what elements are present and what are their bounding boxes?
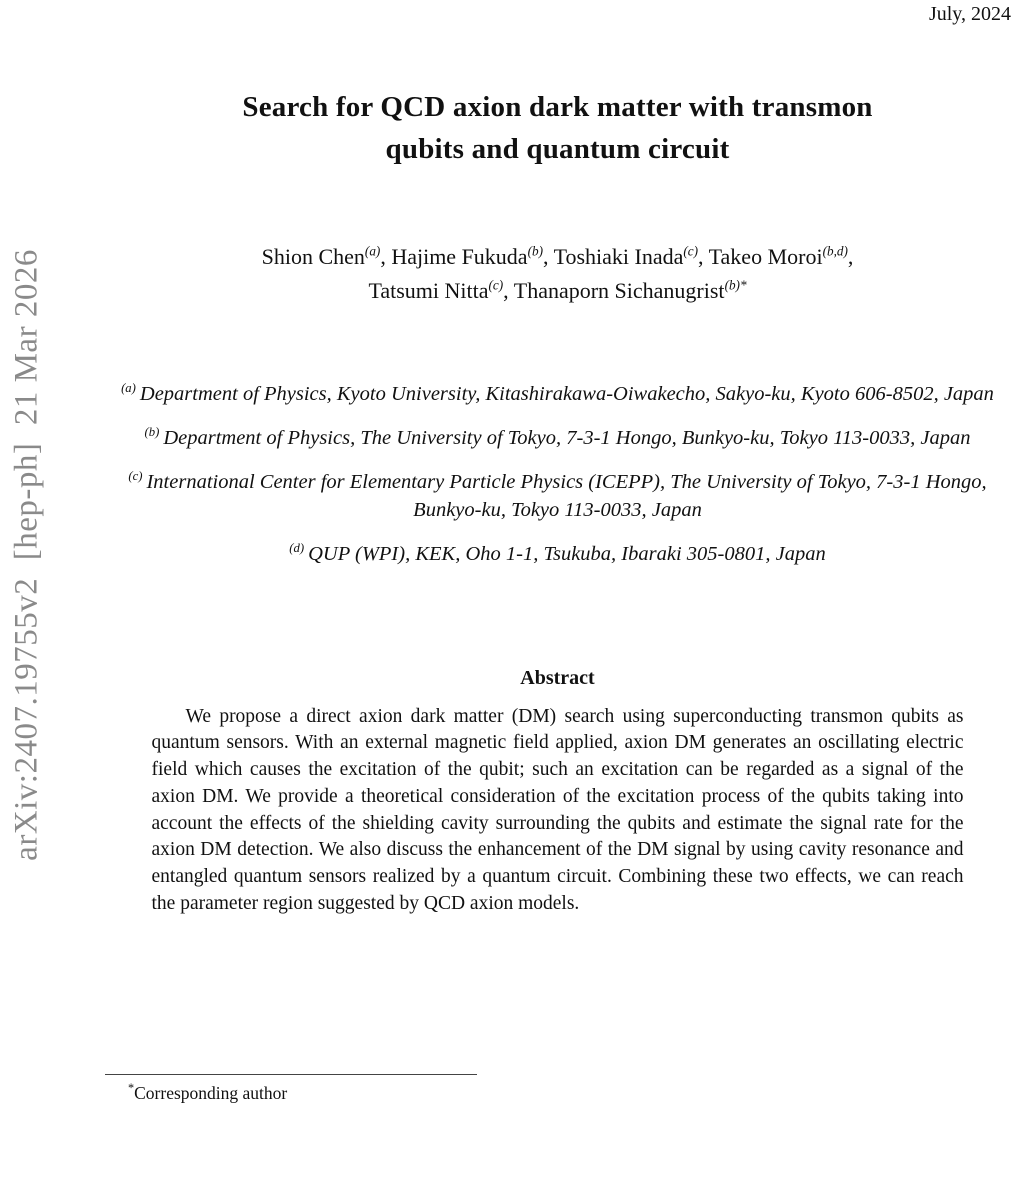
paper-title-line1: Search for QCD axion dark matter with tr…	[242, 91, 873, 123]
affiliation-c: (c) International Center for Elementary P…	[105, 468, 1010, 525]
author-line-2: Tatsumi Nitta(c), Thanaporn Sichanugrist…	[100, 274, 1015, 308]
author-name: Shion Chen	[261, 244, 365, 270]
author-affil-mark: (b)	[527, 243, 543, 259]
affiliation-text: QUP (WPI), KEK, Oho 1-1, Tsukuba, Ibarak…	[308, 543, 826, 566]
author-separator: ,	[698, 244, 709, 270]
affiliation-text: International Center for Elementary Part…	[146, 470, 987, 522]
author-affil-mark: (b)*	[724, 277, 747, 293]
affiliation-label: (d)	[289, 541, 305, 556]
affiliation-label: (c)	[128, 468, 143, 483]
author-name: Toshiaki Inada	[553, 244, 684, 270]
paper-date: July, 2024	[928, 3, 1011, 25]
author-name: Thanaporn Sichanugrist	[513, 278, 725, 304]
author-separator: ,	[847, 244, 854, 270]
abstract-body: We propose a direct axion dark matter (D…	[151, 705, 964, 914]
paper-title-line2: qubits and quantum circuit	[385, 133, 730, 166]
author-name: Tatsumi Nitta	[368, 278, 489, 304]
affiliation-list: (a) Department of Physics, Kyoto Universi…	[100, 380, 1015, 568]
author-separator: ,	[503, 278, 514, 304]
author-name: Hajime Fukuda	[391, 244, 528, 270]
footnote-rule	[105, 1074, 477, 1076]
paper-title: Search for QCD axion dark matter with tr…	[100, 86, 1015, 170]
footnote: *Corresponding author	[100, 1074, 1015, 1104]
author-separator: ,	[380, 244, 392, 270]
paper-content: July, 2024 Search for QCD axion dark mat…	[100, 0, 1015, 1104]
author-separator: ,	[542, 244, 554, 270]
author-affil-mark: (b,d)	[822, 243, 848, 259]
footnote-label: Corresponding author	[134, 1083, 288, 1104]
affiliation-text: Department of Physics, Kyoto University,…	[139, 383, 994, 406]
affiliation-label: (a)	[121, 381, 136, 396]
arxiv-watermark: arXiv:2407.19755v2 [hep-ph] 21 Mar 2026	[8, 249, 45, 861]
author-affil-mark: (a)	[364, 243, 381, 259]
author-affil-mark: (c)	[488, 277, 504, 293]
author-line-1: Shion Chen(a), Hajime Fukuda(b), Toshiak…	[100, 240, 1015, 274]
author-list: Shion Chen(a), Hajime Fukuda(b), Toshiak…	[100, 240, 1015, 308]
affiliation-a: (a) Department of Physics, Kyoto Universi…	[105, 380, 1010, 409]
abstract-heading: Abstract	[520, 666, 595, 689]
affiliation-d: (d) QUP (WPI), KEK, Oho 1-1, Tsukuba, Iba…	[105, 540, 1010, 569]
affiliation-b: (b) Department of Physics, The University…	[105, 424, 1010, 453]
author-name: Takeo Moroi	[708, 244, 823, 270]
footnote-text: *Corresponding author	[100, 1081, 1015, 1104]
author-affil-mark: (c)	[683, 243, 699, 259]
affiliation-label: (b)	[144, 425, 160, 440]
footnote-marker: *	[128, 1081, 135, 1096]
affiliation-text: Department of Physics, The University of…	[163, 426, 971, 449]
